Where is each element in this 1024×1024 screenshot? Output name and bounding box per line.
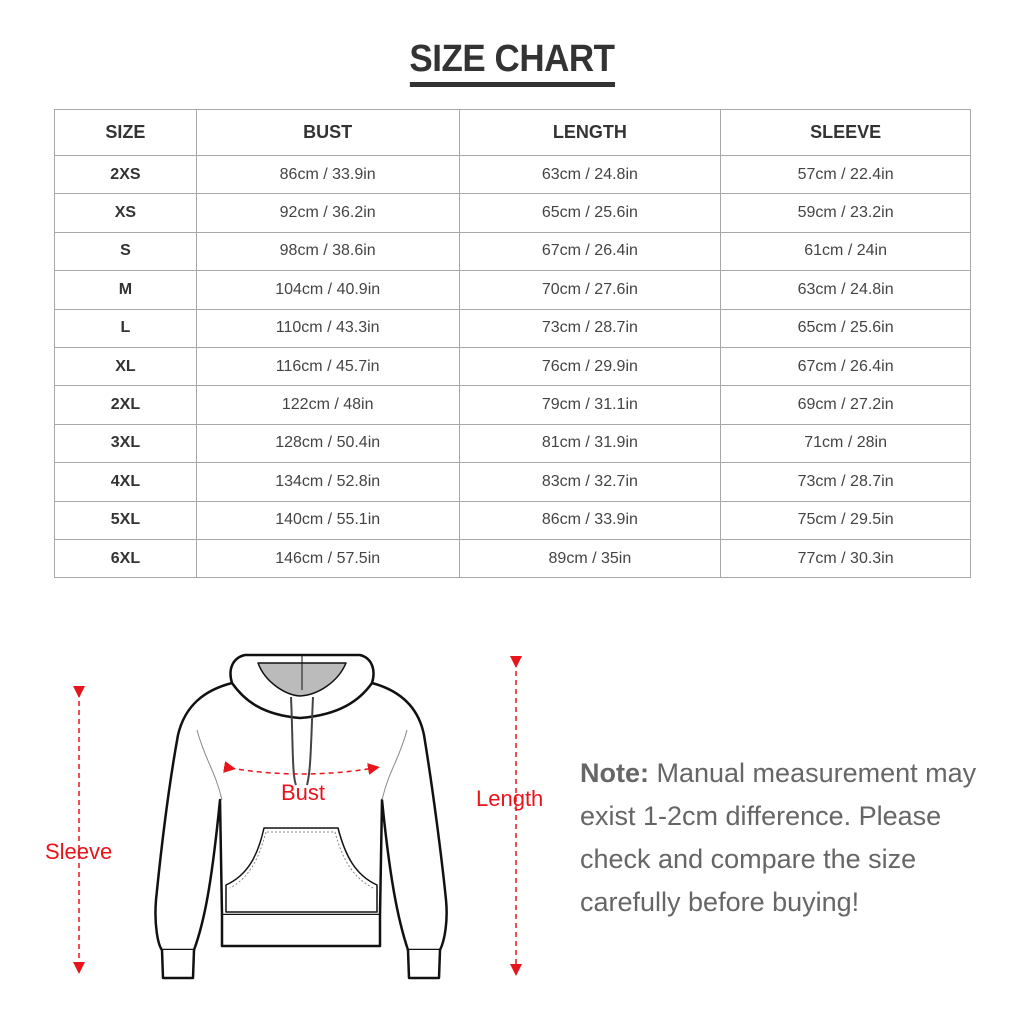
measurement-cell: 76cm / 29.9in: [458, 346, 722, 387]
measurement-cell: 73cm / 28.7in: [720, 462, 971, 502]
length-label: Length: [476, 786, 544, 811]
column-header-length: LENGTH: [458, 109, 722, 156]
table-row: S 98cm / 38.6in 67cm / 26.4in 61cm / 24in: [54, 231, 971, 272]
sleeve-label: Sleeve: [45, 839, 113, 864]
measurement-cell: 92cm / 36.2in: [195, 193, 460, 233]
measurement-cell: 69cm / 27.2in: [720, 385, 971, 425]
table-row: 4XL 134cm / 52.8in 83cm / 32.7in 73cm / 28.…: [54, 462, 971, 502]
measurement-cell: 79cm / 31.1in: [458, 385, 722, 425]
table-row: 2XS 86cm / 33.9in 63cm / 24.8in 57cm / 22.4…: [54, 154, 971, 195]
measurement-cell: 83cm / 32.7in: [458, 462, 722, 502]
measurement-cell: 77cm / 30.3in: [720, 538, 971, 579]
measurement-cell: 140cm / 55.1in: [195, 500, 460, 540]
measurement-cell: 65cm / 25.6in: [458, 193, 722, 233]
table-row: 3XL 128cm / 50.4in 81cm / 31.9in 71cm / 28i…: [54, 423, 971, 464]
bust-arrow: [223, 761, 380, 775]
size-cell: 4XL: [54, 462, 197, 502]
table-row: 6XL 146cm / 57.5in 89cm / 35in 77cm / 30.3i…: [54, 538, 971, 579]
bust-label: Bust: [281, 780, 326, 805]
column-header-size: SIZE: [54, 109, 197, 156]
measurement-cell: 70cm / 27.6in: [458, 270, 722, 310]
measurement-cell: 89cm / 35in: [458, 538, 722, 579]
measurement-cell: 63cm / 24.8in: [458, 154, 722, 195]
measurement-cell: 110cm / 43.3in: [195, 308, 460, 348]
measurement-cell: 116cm / 45.7in: [195, 346, 460, 387]
size-cell: XS: [54, 193, 197, 233]
table-row: XL 116cm / 45.7in 76cm / 29.9in 67cm / 26.4…: [54, 346, 971, 387]
size-table: SIZE BUST LENGTH SLEEVE 2XS 86cm / 33.9in 63c…: [54, 109, 971, 579]
table-row: 2XL 122cm / 48in 79cm / 31.1in 69cm / 27.2i…: [54, 385, 971, 425]
table-row: XS 92cm / 36.2in 65cm / 25.6in 59cm / 23.2i…: [54, 193, 971, 233]
note-body: Manual measurement may exist 1-2cm diffe…: [580, 758, 977, 917]
measurement-cell: 98cm / 38.6in: [195, 231, 460, 272]
note-text: Note: Manual measurement may exist 1-2cm…: [580, 752, 1000, 924]
note-label: Note:: [580, 758, 649, 788]
measurement-cell: 128cm / 50.4in: [195, 423, 460, 464]
size-cell: S: [54, 231, 197, 272]
measurement-cell: 146cm / 57.5in: [195, 538, 460, 579]
measurement-cell: 75cm / 29.5in: [720, 500, 971, 540]
measurement-cell: 61cm / 24in: [720, 231, 971, 272]
page-title: SIZE CHART: [41, 38, 983, 87]
column-header-bust: BUST: [195, 109, 460, 156]
measurement-cell: 63cm / 24.8in: [720, 270, 971, 310]
measurement-cell: 59cm / 23.2in: [720, 193, 971, 233]
size-cell: 6XL: [54, 538, 197, 579]
measurement-cell: 73cm / 28.7in: [458, 308, 722, 348]
measurement-cell: 67cm / 26.4in: [458, 231, 722, 272]
size-cell: 2XS: [54, 154, 197, 195]
measurement-cell: 65cm / 25.6in: [720, 308, 971, 348]
size-cell: 5XL: [54, 500, 197, 540]
table-header: SIZE BUST LENGTH SLEEVE: [54, 109, 971, 156]
size-cell: 3XL: [54, 423, 197, 464]
table-row: M 104cm / 40.9in 70cm / 27.6in 63cm / 24.8i…: [54, 270, 971, 310]
measurement-cell: 86cm / 33.9in: [195, 154, 460, 195]
measurement-cell: 71cm / 28in: [720, 423, 971, 464]
table-row: L 110cm / 43.3in 73cm / 28.7in 65cm / 25.6i…: [54, 308, 971, 348]
size-cell: M: [54, 270, 197, 310]
hoodie-icon: [154, 653, 448, 980]
